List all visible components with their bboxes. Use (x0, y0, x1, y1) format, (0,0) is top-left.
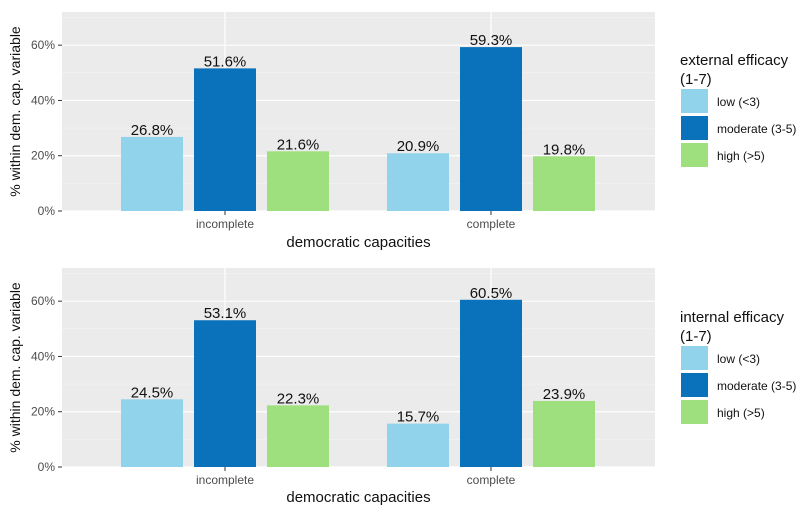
panel2-y-tick-label: 20% (31, 405, 55, 419)
panel1-legend-key-0 (681, 89, 708, 113)
panel1-legend-label-1: moderate (3-5) (717, 122, 796, 136)
panel1-y-axis-title: % within dem. cap. variable (7, 26, 23, 197)
panel1-y-tick-label: 0% (38, 204, 56, 218)
panel1-data-label: 21.6% (277, 136, 320, 153)
panel1-y-tick-label: 20% (31, 149, 55, 163)
panel2-bar-1-2 (533, 400, 595, 467)
panel1-y-tick-label: 40% (31, 93, 55, 107)
panel1-legend-key-2 (681, 143, 708, 167)
panel1-data-label: 19.8% (543, 141, 586, 158)
panel2-x-tick-label: complete (467, 473, 516, 487)
panel1-bar-0-2 (267, 151, 329, 211)
panel1-legend-label-2: high (>5) (717, 149, 765, 163)
panel2-legend-key-2 (681, 400, 708, 424)
panel2-bar-1-1 (460, 299, 522, 467)
panel1-bar-0-0 (121, 136, 183, 211)
panel2-data-label: 23.9% (543, 386, 586, 403)
panel2-data-label: 22.3% (277, 390, 320, 407)
panel2-bar-1-0 (387, 423, 449, 467)
panel1-bar-1-1 (460, 47, 522, 212)
panel1-bar-1-0 (387, 153, 449, 211)
panel1-data-label: 20.9% (397, 138, 440, 155)
panel1-bar-0-1 (194, 68, 256, 211)
panel1-legend-key-1 (681, 116, 708, 140)
panel2-y-tick-label: 40% (31, 349, 55, 363)
panel2-y-tick-label: 0% (38, 460, 56, 474)
panel2-data-label: 60.5% (470, 285, 513, 302)
panel1-legend-label-0: low (<3) (717, 95, 760, 109)
panel1-data-label: 59.3% (470, 32, 513, 49)
panel2-legend-key-0 (681, 346, 708, 370)
panel2-bar-0-1 (194, 320, 256, 467)
panel2-bar-0-2 (267, 405, 329, 467)
panel2-legend-key-1 (681, 373, 708, 397)
panel2-legend-label-1: moderate (3-5) (717, 379, 796, 393)
panel1-x-tick-label: complete (467, 217, 516, 231)
panel1-y-tick-label: 60% (31, 38, 55, 52)
panel1-x-tick-label: incomplete (196, 217, 254, 231)
panel2-bar-0-0 (121, 399, 183, 467)
panel1-data-label: 26.8% (131, 122, 174, 139)
panel2-legend-label-2: high (>5) (717, 406, 765, 420)
panel2-legend-title: (1-7) (680, 328, 712, 345)
panel1-legend-title: external efficacy (680, 52, 789, 69)
panel1-data-label: 51.6% (204, 53, 247, 70)
panel2-data-label: 24.5% (131, 384, 174, 401)
panel1-legend-title: (1-7) (680, 71, 712, 88)
panel2-y-axis-title: % within dem. cap. variable (7, 282, 23, 453)
panel2-x-tick-label: incomplete (196, 473, 254, 487)
panel2-legend-title: internal efficacy (680, 309, 784, 326)
panel2-data-label: 53.1% (204, 305, 247, 322)
panel2-x-axis-title: democratic capacities (286, 489, 430, 506)
panel2-data-label: 15.7% (397, 409, 440, 426)
panel1-bar-1-2 (533, 156, 595, 211)
panel1-x-axis-title: democratic capacities (286, 234, 430, 251)
panel2-y-tick-label: 60% (31, 294, 55, 308)
panel2-legend-label-0: low (<3) (717, 352, 760, 366)
